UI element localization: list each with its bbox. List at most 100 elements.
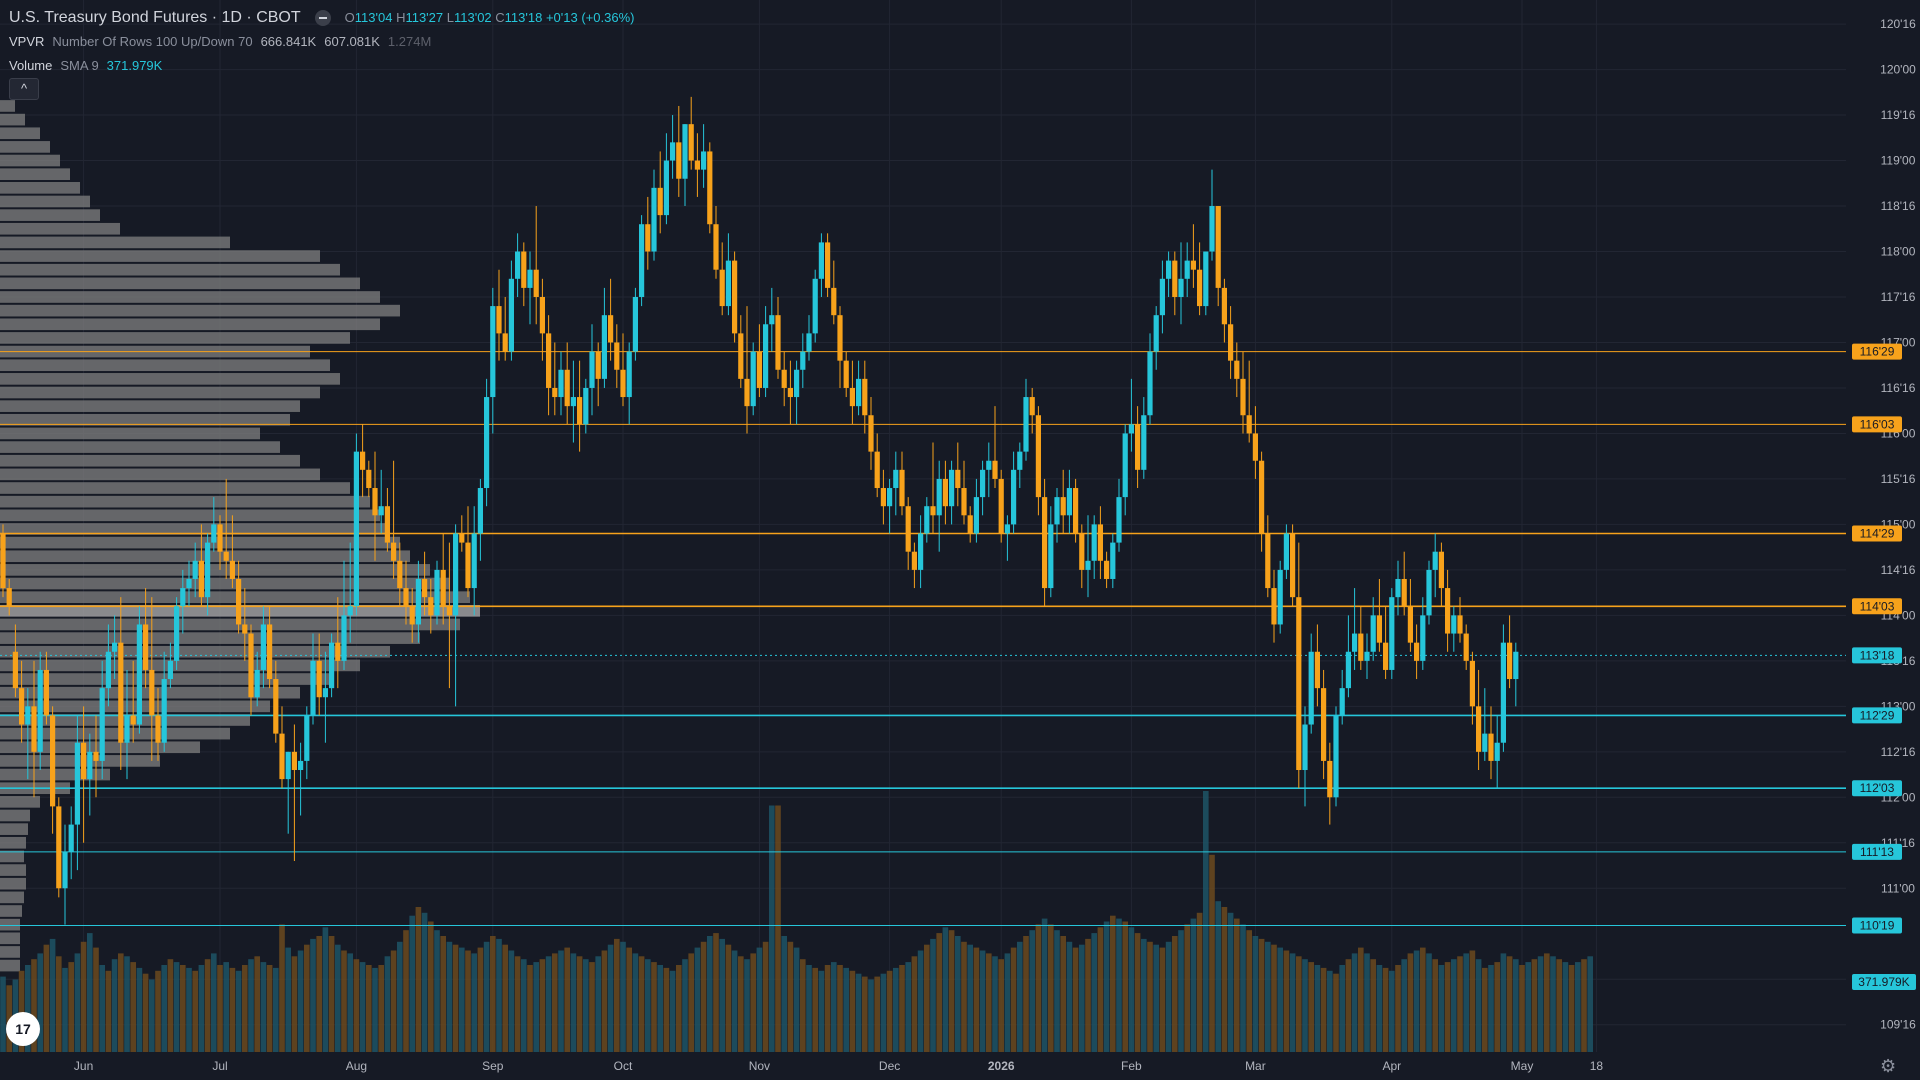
collapse-legend-button[interactable]: ^: [9, 78, 39, 100]
volume-bar: [831, 962, 837, 1052]
candle-body: [68, 824, 74, 852]
volume-bar: [992, 956, 998, 1052]
volume-bar: [837, 965, 843, 1052]
candle-body: [254, 669, 260, 698]
candle-body: [589, 351, 595, 388]
vpvr-row[interactable]: VPVR Number Of Rows 100 Up/Down 70 666.8…: [9, 30, 634, 54]
volume-bar: [310, 938, 316, 1052]
volume-profile-row: [0, 141, 50, 153]
volume-bar: [806, 965, 812, 1052]
candle-body: [980, 469, 986, 498]
time-axis-background: [0, 1052, 1920, 1080]
volume-bar: [1289, 953, 1296, 1052]
volume-bar: [707, 936, 713, 1052]
last-price-tag-background: [1852, 647, 1902, 664]
candle-body: [1364, 651, 1370, 661]
volume-bar: [1519, 965, 1525, 1052]
volume-bar: [663, 967, 670, 1052]
volume-profile-row: [0, 946, 20, 958]
volume-bar: [316, 936, 322, 1052]
volume-bar: [1506, 956, 1513, 1052]
candle-body: [1277, 569, 1283, 625]
volume-bar: [731, 950, 738, 1052]
volume-bar: [1525, 962, 1531, 1052]
volume-bar: [694, 947, 701, 1052]
level-price-tag: 112'03: [1860, 781, 1895, 795]
vpvr-name[interactable]: VPVR: [9, 34, 45, 49]
volume-bar: [248, 959, 254, 1052]
candle-body: [1209, 206, 1215, 252]
volume-bar: [893, 967, 899, 1052]
candle-body: [887, 488, 893, 507]
volume-bar: [1469, 950, 1476, 1052]
volume-bar: [1240, 924, 1246, 1052]
candle-body: [1327, 760, 1333, 798]
volume-bar: [74, 953, 81, 1052]
volume-bar: [1041, 918, 1048, 1052]
time-tick-label: Dec: [879, 1059, 900, 1073]
vpvr-down-value: 607.081K: [324, 34, 380, 49]
visibility-toggle-icon[interactable]: [314, 10, 331, 26]
volume-bar: [645, 959, 651, 1052]
gear-icon[interactable]: ⚙: [1880, 1056, 1897, 1076]
candle-body: [1190, 260, 1196, 270]
candle-body: [484, 397, 490, 489]
volume-profile-row: [0, 413, 290, 426]
volume-name[interactable]: Volume: [9, 58, 53, 73]
volume-bar: [1420, 947, 1426, 1052]
volume-bar: [260, 962, 267, 1052]
volume-bar: [657, 965, 663, 1052]
candle-body: [112, 642, 118, 652]
volume-bar: [626, 947, 632, 1052]
volume-bar: [738, 956, 744, 1052]
price-tick-label: 117'16: [1881, 290, 1916, 304]
candle-body: [1476, 706, 1482, 752]
volume-bar: [849, 970, 856, 1052]
volume-bar: [390, 950, 397, 1052]
volume-bar: [1190, 918, 1197, 1052]
volume-bar: [403, 930, 409, 1052]
candle-body: [570, 397, 576, 407]
volume-bar: [620, 941, 626, 1052]
candle-body: [1451, 615, 1457, 634]
candle-body: [1203, 251, 1209, 307]
candle-body: [688, 124, 694, 161]
volume-bar: [1500, 953, 1507, 1052]
volume-bar: [744, 959, 750, 1052]
volume-bar: [1258, 938, 1265, 1052]
close-value: 113'18: [504, 10, 543, 25]
candle-body: [967, 515, 973, 534]
volume-profile-row: [0, 577, 450, 590]
volume-bar: [1060, 936, 1066, 1052]
candle-body: [1234, 360, 1240, 379]
volume-bar: [855, 973, 862, 1052]
candle-body: [880, 488, 886, 507]
candle-body: [1197, 269, 1203, 307]
candle-body: [1085, 560, 1091, 570]
volume-bar: [173, 962, 180, 1052]
candle-body: [1252, 433, 1258, 461]
volume-profile-row: [0, 564, 430, 576]
price-tick-label: 120'00: [1880, 63, 1916, 77]
volume-bar: [942, 927, 949, 1052]
volume-row[interactable]: Volume SMA 9 371.979K: [9, 54, 634, 78]
candle-body: [19, 688, 25, 725]
candle-body: [1017, 451, 1023, 470]
candle-body: [1457, 615, 1463, 634]
symbol-title[interactable]: U.S. Treasury Bond Futures · 1D · CBOT: [9, 9, 301, 26]
candle-body: [1073, 488, 1079, 534]
volume-bar: [18, 970, 25, 1052]
volume-bar: [787, 941, 794, 1052]
candle-body: [192, 560, 198, 579]
candle-body: [6, 588, 12, 607]
volume-bar: [1277, 947, 1283, 1052]
candle-body: [651, 187, 657, 252]
candle-body: [918, 533, 924, 570]
candle-body: [1321, 688, 1327, 761]
volume-profile-row: [0, 536, 400, 549]
tradingview-logo[interactable]: 17: [6, 1012, 40, 1046]
candle-body: [1172, 260, 1178, 297]
candle-body: [763, 324, 769, 388]
volume-bar: [31, 959, 37, 1052]
